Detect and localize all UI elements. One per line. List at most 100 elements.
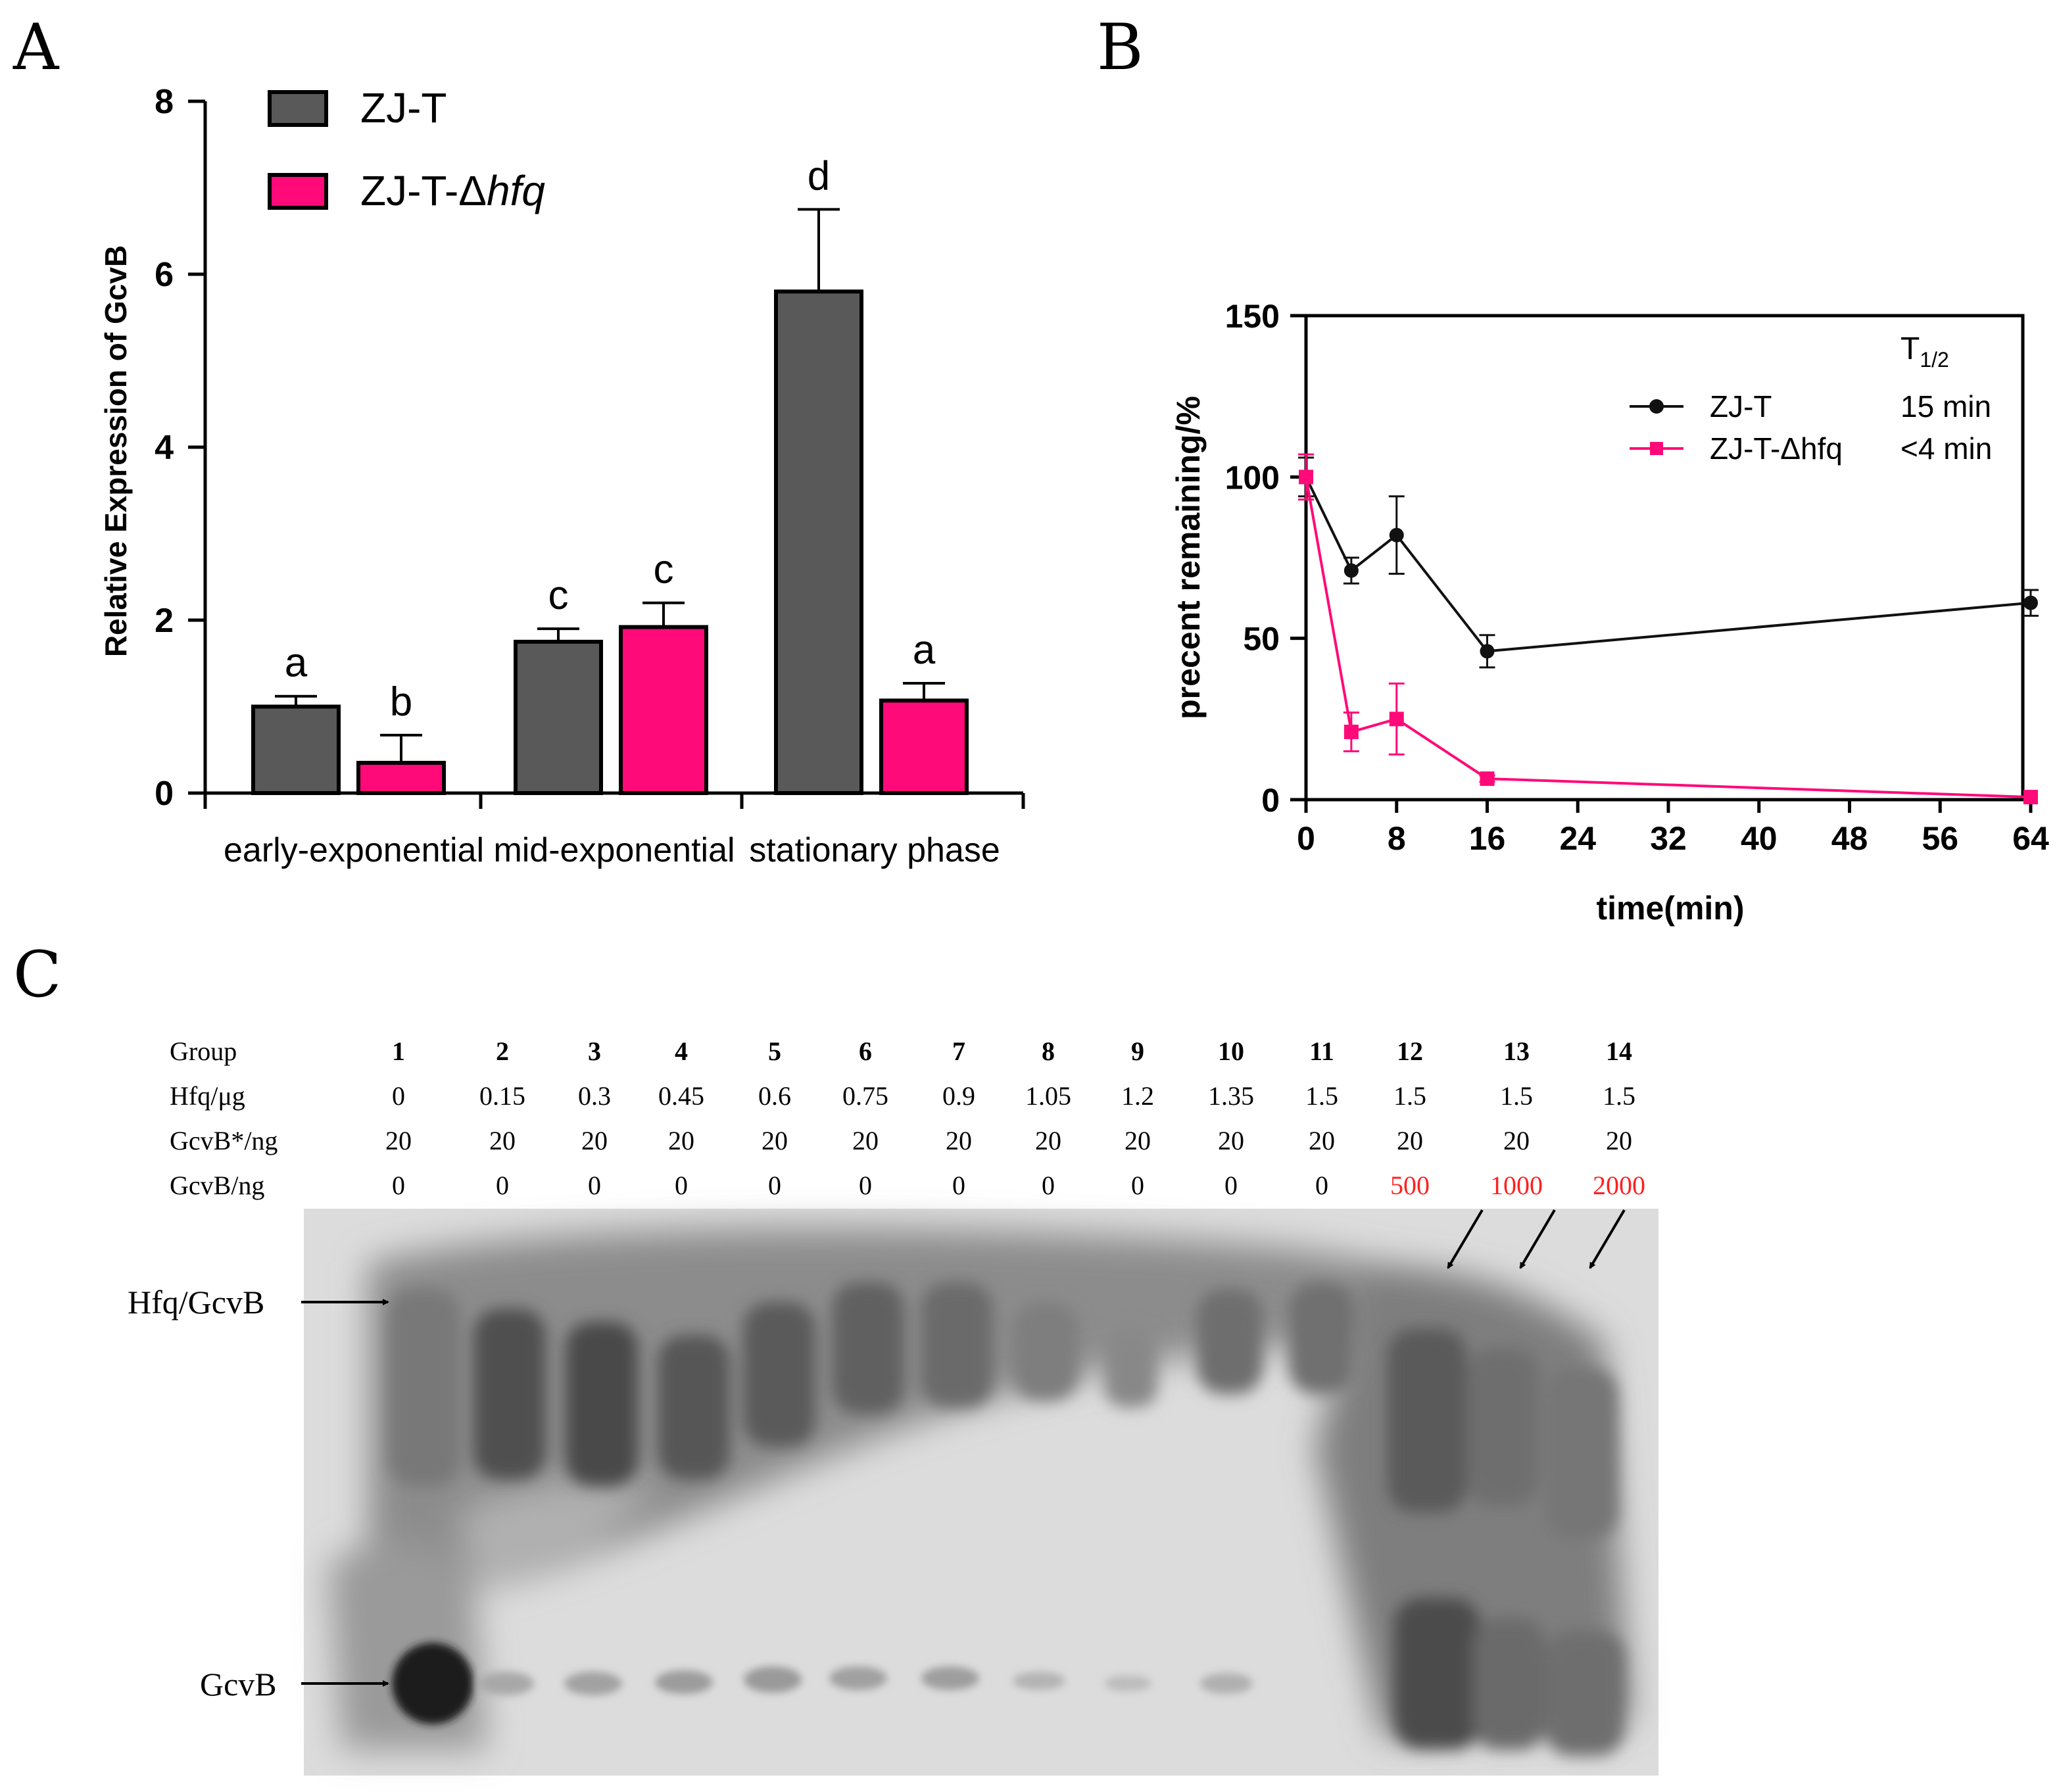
table-cell: 20 bbox=[1125, 1126, 1151, 1155]
y-tick-label-b: 100 bbox=[1225, 459, 1280, 496]
data-point bbox=[1343, 724, 1359, 739]
table-cell: 20 bbox=[1035, 1126, 1061, 1155]
y-tick-label-a: 0 bbox=[155, 775, 174, 813]
y-tick-label-b: 50 bbox=[1243, 621, 1280, 658]
data-point bbox=[1480, 644, 1495, 659]
series-line bbox=[1305, 476, 2031, 799]
table-cell: 0.45 bbox=[658, 1081, 704, 1111]
legend-b: T1/2 ZJ-T 15 min ZJ-T-Δhfq <4 min bbox=[1630, 331, 1992, 466]
table-cell: 1.35 bbox=[1208, 1081, 1254, 1111]
category-label: stationary phase bbox=[749, 831, 1000, 869]
table-cell: 0.9 bbox=[942, 1081, 975, 1111]
y-axis-title-a: Relative Expression of GcvB bbox=[99, 245, 133, 657]
legend-swatch-hfq bbox=[268, 173, 328, 210]
table-cell: 20 bbox=[489, 1126, 516, 1155]
table-cell: 4 bbox=[675, 1036, 688, 1066]
data-point bbox=[1480, 771, 1495, 787]
table-cell: 1.2 bbox=[1121, 1081, 1154, 1111]
x-tick-label-b: 32 bbox=[1650, 820, 1687, 857]
y-tick-label-a: 2 bbox=[155, 602, 174, 640]
table-cell: 8 bbox=[1042, 1036, 1055, 1066]
table-cell: 20 bbox=[852, 1126, 879, 1155]
table-cell: 1 bbox=[392, 1036, 405, 1066]
x-tick-label-b: 48 bbox=[1831, 820, 1868, 857]
table-cell: 6 bbox=[859, 1036, 872, 1066]
half-life-header-main: T bbox=[1900, 331, 1920, 366]
table-cell: 12 bbox=[1397, 1036, 1423, 1066]
y-tick-label-b: 0 bbox=[1261, 782, 1280, 819]
data-point bbox=[2023, 595, 2038, 610]
panel-label-c: C bbox=[13, 938, 61, 1011]
table-cell: 9 bbox=[1131, 1036, 1144, 1066]
data-point bbox=[2023, 790, 2038, 805]
x-axis-title-b: time(min) bbox=[1597, 890, 1745, 927]
legend-label-hfq-b: ZJ-T-Δhfq bbox=[1710, 431, 1843, 466]
free-gcvb-label: GcvB bbox=[200, 1666, 277, 1703]
table-cell: 7 bbox=[952, 1036, 965, 1066]
bar bbox=[514, 639, 603, 795]
series-line bbox=[1305, 476, 2031, 653]
gel-free-gcvb-bands bbox=[392, 1643, 1253, 1724]
table-cell: 0.15 bbox=[479, 1081, 525, 1111]
table-cell: 0 bbox=[496, 1171, 509, 1200]
bar bbox=[251, 704, 341, 795]
series-b bbox=[1298, 453, 2039, 805]
table-cell: 1.5 bbox=[1500, 1081, 1533, 1111]
panel-label-b: B bbox=[1097, 11, 1144, 84]
y-axis-a: 0 2 4 6 8 bbox=[155, 83, 1025, 813]
x-tick-label-b: 64 bbox=[2012, 820, 2049, 857]
significance-letter: d bbox=[808, 153, 830, 199]
y-tick-label-a: 6 bbox=[155, 256, 174, 294]
legend-label-hfq-italic: hfq bbox=[487, 167, 545, 214]
table-cell: 0 bbox=[392, 1081, 405, 1111]
bar bbox=[356, 760, 446, 795]
y-axis-title-b: precent remaining/% bbox=[1170, 396, 1207, 719]
table-row-label: GcvB/ng bbox=[170, 1171, 264, 1200]
data-point bbox=[1299, 470, 1313, 485]
bar bbox=[774, 289, 863, 795]
legend-swatch-zjt bbox=[268, 90, 328, 127]
bar bbox=[619, 625, 708, 796]
table-cell: 0.75 bbox=[842, 1081, 888, 1111]
lane14-arrow bbox=[1589, 1209, 1626, 1269]
x-tick-label-b: 56 bbox=[1922, 820, 1958, 857]
table-row-label: Hfq/μg bbox=[170, 1081, 245, 1111]
table-cell: 1000 bbox=[1490, 1171, 1543, 1200]
y-tick-label-a: 8 bbox=[155, 83, 174, 121]
legend-a: ZJ-T ZJ-T-Δhfq bbox=[268, 84, 545, 214]
significance-letter: a bbox=[913, 627, 936, 673]
line-chart-panel-b: 0 50 100 150 0 8 16 24 32 40 48 56 64 time(min) prec… bbox=[1170, 298, 2049, 927]
bars-a: a c d b c a bbox=[251, 153, 969, 796]
half-life-hfq: <4 min bbox=[1900, 431, 1992, 466]
x-tick-label-b: 0 bbox=[1297, 820, 1315, 857]
table-cell: 20 bbox=[1218, 1126, 1244, 1155]
data-point bbox=[1389, 527, 1404, 543]
table-cell: 0 bbox=[952, 1171, 965, 1200]
table-cell: 0.6 bbox=[758, 1081, 791, 1111]
table-cell: 5 bbox=[768, 1036, 781, 1066]
table-cell: 0 bbox=[675, 1171, 688, 1200]
significance-letter: c bbox=[548, 573, 569, 618]
table-cell: 20 bbox=[1397, 1126, 1423, 1155]
table-cell: 20 bbox=[581, 1126, 608, 1155]
table-cell: 20 bbox=[1309, 1126, 1335, 1155]
table-cell: 0 bbox=[859, 1171, 872, 1200]
table-cell: 0 bbox=[768, 1171, 781, 1200]
table-cell: 0 bbox=[1224, 1171, 1238, 1200]
table-cell: 0 bbox=[1042, 1171, 1055, 1200]
table-cell: 1.5 bbox=[1603, 1081, 1635, 1111]
half-life-header: T1/2 bbox=[1900, 331, 1949, 372]
x-tick-label-b: 8 bbox=[1388, 820, 1406, 857]
legend-marker-hfq bbox=[1650, 442, 1663, 455]
table-cell: 20 bbox=[1503, 1126, 1530, 1155]
gel-image: Hfq/GcvB GcvB bbox=[128, 1209, 1658, 1776]
significance-letter: a bbox=[285, 641, 308, 686]
table-cell: 11 bbox=[1309, 1036, 1334, 1066]
table-cell: 14 bbox=[1606, 1036, 1632, 1066]
table-row-label: Group bbox=[170, 1036, 237, 1066]
table-cell: 1.5 bbox=[1393, 1081, 1426, 1111]
half-life-header-sub: 1/2 bbox=[1920, 348, 1948, 372]
legend-label-hfq-prefix: ZJ-T-Δ bbox=[360, 167, 487, 214]
